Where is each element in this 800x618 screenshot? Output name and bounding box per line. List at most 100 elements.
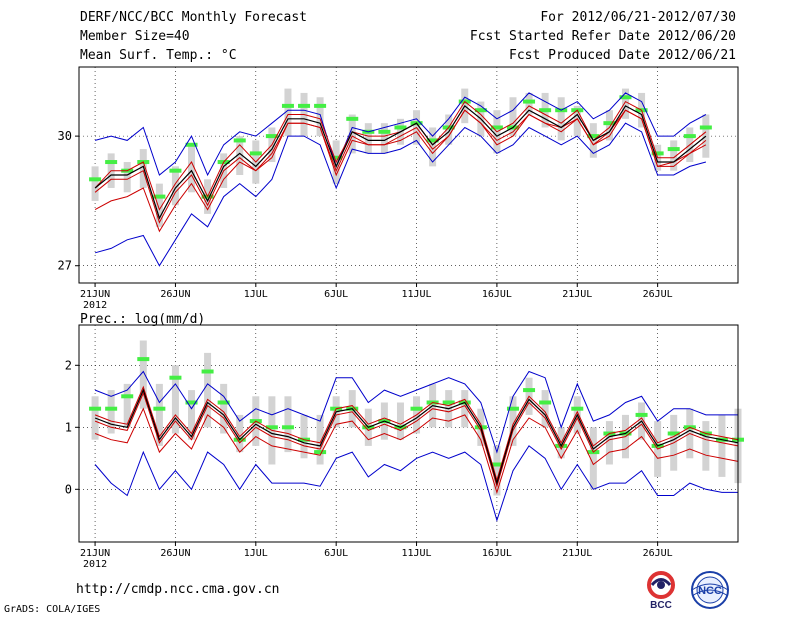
spread-box xyxy=(718,414,726,477)
ensemble-line-a xyxy=(94,385,739,482)
ensemble-line-b xyxy=(94,391,739,489)
median-mark xyxy=(667,431,680,436)
median-mark xyxy=(233,138,246,143)
x-tick-label: 6JUL xyxy=(324,548,348,559)
x-tick-label: 16JUL xyxy=(482,289,512,300)
spread-box xyxy=(396,402,404,440)
median-mark xyxy=(426,138,439,143)
y-tick-label: 27 xyxy=(58,259,72,273)
y-tick-label: 2 xyxy=(65,358,72,372)
x-tick-label: 21JUN xyxy=(80,548,110,559)
spread-box xyxy=(605,421,613,465)
median-mark xyxy=(394,125,407,130)
forecast-started-date: Fcst Started Refer Date 2012/06/20 xyxy=(469,29,736,44)
spread-box xyxy=(107,390,115,434)
spread-box xyxy=(188,390,196,440)
precip-title: Prec.: log(mm/d) xyxy=(80,312,206,327)
mean-line xyxy=(94,105,707,220)
median-mark xyxy=(474,108,487,113)
median-mark xyxy=(523,99,536,104)
ncc-logo: NCC xyxy=(686,570,734,610)
spread-box xyxy=(284,88,292,137)
forecast-produced-date: Fcst Produced Date 2012/06/21 xyxy=(509,48,736,63)
lower-red-line xyxy=(94,407,739,495)
ncc-logo-text: NCC xyxy=(698,585,722,597)
year-label: 2012 xyxy=(83,559,107,570)
x-tick-label: 6JUL xyxy=(324,289,348,300)
median-mark xyxy=(506,406,519,411)
precipitation-panel: 0 1 2 21JUN 26JUN 1JUL 6JUL 11JUL 16JUL 21JUL 26JU… xyxy=(65,324,744,570)
spread-box xyxy=(380,123,388,154)
forecast-period: For 2012/06/21-2012/07/30 xyxy=(540,10,736,25)
spread-box xyxy=(621,88,629,119)
x-tick-label: 11JUL xyxy=(401,289,431,300)
spread-box xyxy=(284,396,292,453)
ensemble-line-a xyxy=(94,100,707,211)
grads-credit: GrADS: COLA/IGES xyxy=(4,604,101,615)
spread-box xyxy=(348,114,356,154)
plot-frame xyxy=(78,66,739,284)
median-mark xyxy=(410,406,423,411)
spread-box xyxy=(91,396,99,440)
spread-box xyxy=(220,383,228,434)
median-mark xyxy=(217,400,230,405)
spread-box xyxy=(445,114,453,145)
spread-box xyxy=(123,383,131,428)
spread-box xyxy=(525,92,533,115)
spread-box xyxy=(509,396,517,446)
x-tick-label: 21JUL xyxy=(562,289,592,300)
spread-box xyxy=(123,162,131,193)
bcc-logo-text: BCC xyxy=(650,600,672,610)
median-mark xyxy=(89,406,102,411)
x-tick-label: 1JUL xyxy=(244,289,268,300)
median-mark xyxy=(89,177,102,182)
median-mark xyxy=(635,412,648,417)
median-mark xyxy=(539,108,552,113)
spread-box xyxy=(139,340,147,409)
median-mark xyxy=(603,121,616,126)
spread-box xyxy=(155,183,163,227)
median-mark xyxy=(314,103,327,108)
median-mark xyxy=(539,400,552,405)
median-mark xyxy=(587,134,600,139)
spread-box xyxy=(316,414,324,465)
x-tick-label: 26JUL xyxy=(643,289,673,300)
ensemble-line-b xyxy=(94,109,707,224)
spread-box xyxy=(300,414,308,459)
median-mark xyxy=(442,400,455,405)
median-mark xyxy=(298,103,311,108)
median-mark xyxy=(153,406,166,411)
x-tick-label: 1JUL xyxy=(244,548,268,559)
y-tick-label: 1 xyxy=(65,420,72,434)
spread-box xyxy=(670,140,678,171)
y-tick-label: 0 xyxy=(65,482,72,496)
x-tick-label: 26JUN xyxy=(160,289,190,300)
spread-box xyxy=(236,414,244,453)
lower-red-line xyxy=(94,109,707,233)
lower-spread-line xyxy=(94,445,738,523)
plot-frame xyxy=(78,324,739,543)
variable-label: Mean Surf. Temp.: °C xyxy=(80,48,237,63)
spread-box xyxy=(204,352,212,428)
spread-box xyxy=(139,149,147,188)
median-mark xyxy=(121,394,134,399)
x-tick-label: 26JUL xyxy=(643,548,673,559)
spread-box xyxy=(316,97,324,137)
x-tick-label: 21JUN xyxy=(80,289,110,300)
temperature-panel: 27 30 21JUN 26JUN 1JUL 6JUL 11JUL 16JUL 21JUL 26J… xyxy=(58,66,739,311)
spread-box xyxy=(429,127,437,167)
median-mark xyxy=(249,151,262,156)
upper-spread-line xyxy=(94,92,707,177)
spread-box xyxy=(155,383,163,446)
spread-box xyxy=(541,390,549,428)
x-tick-label: 26JUN xyxy=(160,548,190,559)
median-mark xyxy=(523,388,536,393)
median-mark xyxy=(619,95,632,100)
website-url[interactable]: http://cmdp.ncc.cma.gov.cn xyxy=(76,582,280,597)
spread-box xyxy=(573,105,581,137)
spread-box xyxy=(188,144,196,193)
median-mark xyxy=(137,357,150,362)
spread-box xyxy=(171,166,179,206)
median-mark xyxy=(346,116,359,121)
